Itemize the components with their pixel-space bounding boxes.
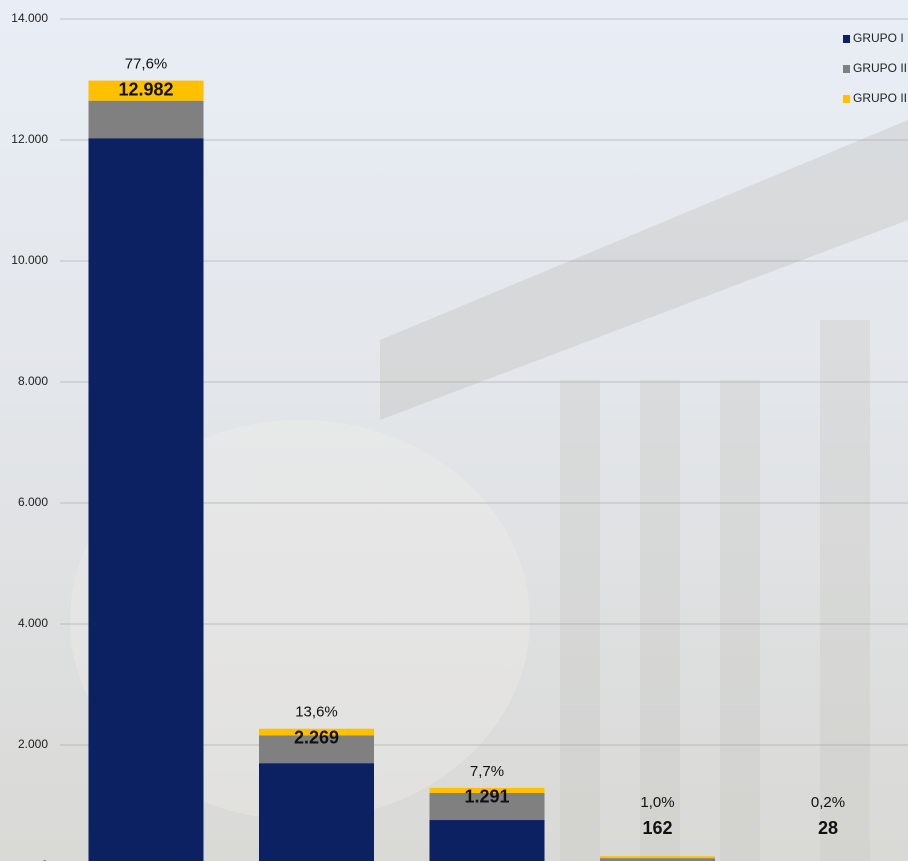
- bar-segment: [600, 856, 715, 858]
- share-label: 7,7%: [470, 763, 504, 780]
- y-tick-label: 8.000: [18, 374, 48, 388]
- legend-label: GRUPO III: [853, 91, 908, 105]
- share-label: 0,2%: [811, 794, 845, 811]
- chart: 02.0004.0006.0008.00010.00012.00014.0007…: [0, 0, 908, 861]
- y-tick-label: 14.000: [11, 11, 48, 25]
- total-label: 28: [818, 818, 838, 838]
- legend-swatch: [843, 35, 850, 43]
- y-tick-label: 10.000: [11, 253, 48, 267]
- y-tick-label: 4.000: [18, 616, 48, 630]
- total-label: 2.269: [294, 727, 339, 747]
- bar-segment: [430, 820, 545, 861]
- page: {"chart_data": {"type": "stacked-bar", "…: [0, 0, 908, 861]
- total-label: 12.982: [118, 79, 173, 99]
- bar-segment: [259, 763, 374, 861]
- y-tick-label: 12.000: [11, 132, 48, 146]
- bar-segment: [89, 101, 204, 139]
- share-label: 77,6%: [125, 56, 168, 73]
- legend-swatch: [843, 95, 850, 103]
- legend-swatch: [843, 65, 850, 73]
- y-tick-label: 6.000: [18, 495, 48, 509]
- total-label: 1.291: [464, 787, 509, 807]
- total-label: 162: [642, 818, 672, 838]
- bar-segment: [89, 138, 204, 861]
- share-label: 1,0%: [640, 794, 674, 811]
- legend-label: GRUPO II: [853, 61, 907, 75]
- legend-label: GRUPO I: [853, 31, 904, 45]
- share-label: 13,6%: [295, 704, 338, 721]
- y-tick-label: 2.000: [18, 737, 48, 751]
